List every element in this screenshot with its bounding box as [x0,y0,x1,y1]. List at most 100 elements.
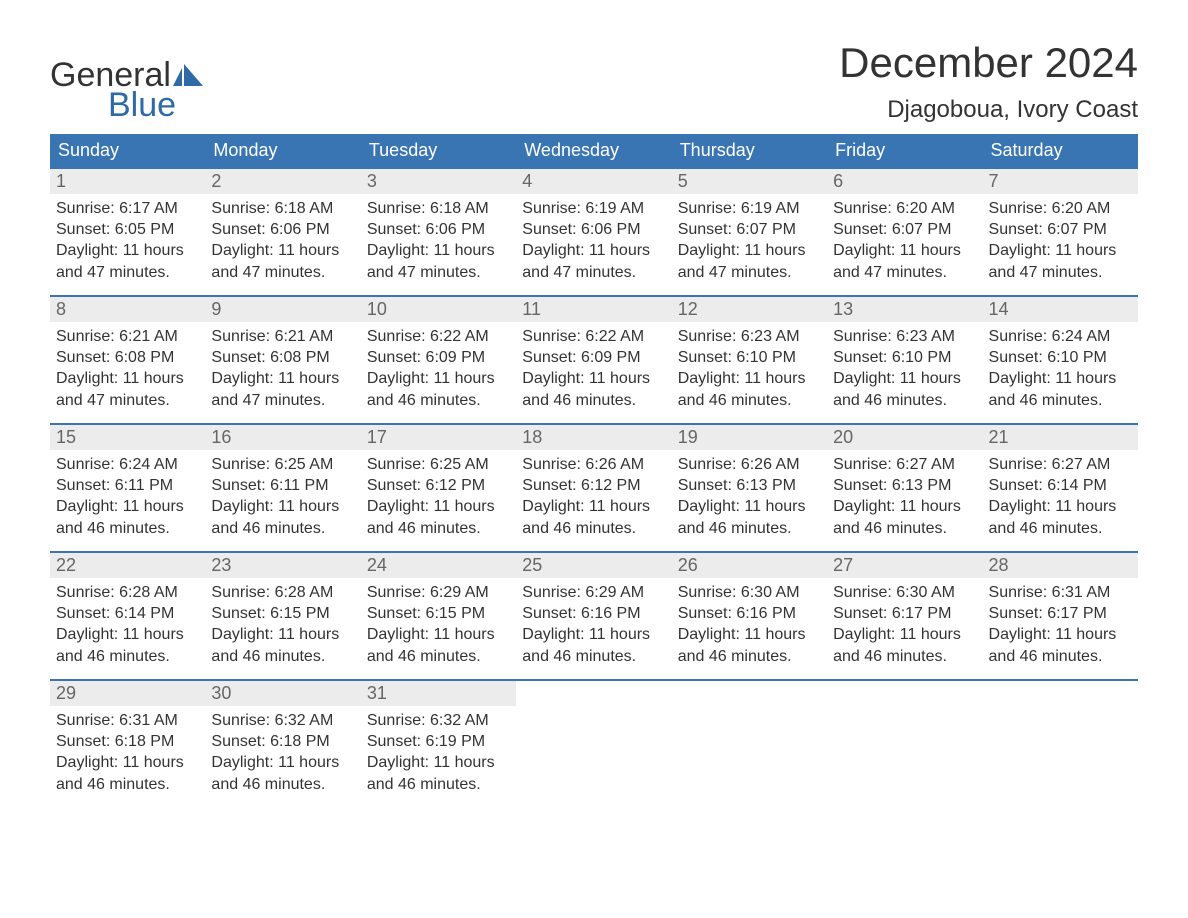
daylight-line: Daylight: 11 hours and 46 minutes. [56,496,199,538]
day-body: Sunrise: 6:29 AMSunset: 6:16 PMDaylight:… [516,578,671,670]
day-cell: 8Sunrise: 6:21 AMSunset: 6:08 PMDaylight… [50,296,205,424]
day-number: 12 [672,297,827,322]
day-number: 15 [50,425,205,450]
sunset-line: Sunset: 6:08 PM [211,347,354,368]
day-header-row: Sunday Monday Tuesday Wednesday Thursday… [50,134,1138,168]
daylight-line: Daylight: 11 hours and 47 minutes. [367,240,510,282]
day-number: 16 [205,425,360,450]
sunset-line: Sunset: 6:06 PM [367,219,510,240]
day-number: 5 [672,169,827,194]
daylight-line: Daylight: 11 hours and 47 minutes. [989,240,1132,282]
day-number: 30 [205,681,360,706]
day-number: 29 [50,681,205,706]
sunrise-line: Sunrise: 6:31 AM [989,582,1132,603]
sunrise-line: Sunrise: 6:28 AM [211,582,354,603]
day-body: Sunrise: 6:29 AMSunset: 6:15 PMDaylight:… [361,578,516,670]
day-cell: 23Sunrise: 6:28 AMSunset: 6:15 PMDayligh… [205,552,360,680]
day-header: Sunday [50,134,205,168]
day-cell: 11 Sunrise: 6:22 AMSunset: 6:09 PMDayligh… [516,296,671,424]
daylight-line: Daylight: 11 hours and 46 minutes. [367,496,510,538]
daylight-line: Daylight: 11 hours and 46 minutes. [989,624,1132,666]
day-cell: 28Sunrise: 6:31 AMSunset: 6:17 PMDayligh… [983,552,1138,680]
daylight-line: Daylight: 11 hours and 46 minutes. [833,624,976,666]
day-cell: 27Sunrise: 6:30 AMSunset: 6:17 PMDayligh… [827,552,982,680]
sunset-line: Sunset: 6:13 PM [678,475,821,496]
daylight-line: Daylight: 11 hours and 46 minutes. [211,624,354,666]
sunrise-line: Sunrise: 6:32 AM [211,710,354,731]
daylight-line: Daylight: 11 hours and 46 minutes. [367,752,510,794]
day-number: 11 [516,297,671,322]
sunset-line: Sunset: 6:12 PM [367,475,510,496]
sunset-line: Sunset: 6:11 PM [211,475,354,496]
day-cell [516,680,671,808]
day-number: 27 [827,553,982,578]
day-cell: 22Sunrise: 6:28 AMSunset: 6:14 PMDayligh… [50,552,205,680]
week-row: 22Sunrise: 6:28 AMSunset: 6:14 PMDayligh… [50,552,1138,680]
day-body: Sunrise: 6:22 AMSunset: 6:09 PMDaylight:… [361,322,516,414]
day-body: Sunrise: 6:18 AMSunset: 6:06 PMDaylight:… [361,194,516,286]
sunset-line: Sunset: 6:15 PM [367,603,510,624]
day-body: Sunrise: 6:31 AMSunset: 6:17 PMDaylight:… [983,578,1138,670]
day-number: 19 [672,425,827,450]
day-cell: 3Sunrise: 6:18 AMSunset: 6:06 PMDaylight… [361,168,516,296]
daylight-line: Daylight: 11 hours and 46 minutes. [678,368,821,410]
day-body: Sunrise: 6:23 AMSunset: 6:10 PMDaylight:… [672,322,827,414]
day-body: Sunrise: 6:18 AMSunset: 6:06 PMDaylight:… [205,194,360,286]
sunset-line: Sunset: 6:09 PM [522,347,665,368]
sunset-line: Sunset: 6:07 PM [833,219,976,240]
daylight-line: Daylight: 11 hours and 46 minutes. [678,496,821,538]
day-number: 18 [516,425,671,450]
sunrise-line: Sunrise: 6:21 AM [211,326,354,347]
day-body: Sunrise: 6:32 AMSunset: 6:19 PMDaylight:… [361,706,516,798]
daylight-line: Daylight: 11 hours and 46 minutes. [678,624,821,666]
calendar-table: Sunday Monday Tuesday Wednesday Thursday… [50,134,1138,808]
month-title: December 2024 [839,40,1138,86]
sunset-line: Sunset: 6:14 PM [989,475,1132,496]
sunset-line: Sunset: 6:18 PM [211,731,354,752]
sunrise-line: Sunrise: 6:22 AM [522,326,665,347]
sunset-line: Sunset: 6:13 PM [833,475,976,496]
daylight-line: Daylight: 11 hours and 46 minutes. [989,368,1132,410]
day-number: 17 [361,425,516,450]
day-number: 13 [827,297,982,322]
daylight-line: Daylight: 11 hours and 46 minutes. [56,624,199,666]
day-number: 6 [827,169,982,194]
day-cell: 2Sunrise: 6:18 AMSunset: 6:06 PMDaylight… [205,168,360,296]
daylight-line: Daylight: 11 hours and 47 minutes. [211,368,354,410]
daylight-line: Daylight: 11 hours and 46 minutes. [56,752,199,794]
sunset-line: Sunset: 6:11 PM [56,475,199,496]
sunset-line: Sunset: 6:06 PM [211,219,354,240]
day-number: 22 [50,553,205,578]
sunset-line: Sunset: 6:16 PM [678,603,821,624]
day-header: Monday [205,134,360,168]
day-number: 14 [983,297,1138,322]
day-cell: 15Sunrise: 6:24 AMSunset: 6:11 PMDayligh… [50,424,205,552]
daylight-line: Daylight: 11 hours and 46 minutes. [522,496,665,538]
daylight-line: Daylight: 11 hours and 46 minutes. [522,368,665,410]
daylight-line: Daylight: 11 hours and 46 minutes. [833,496,976,538]
day-cell: 19Sunrise: 6:26 AMSunset: 6:13 PMDayligh… [672,424,827,552]
day-number: 20 [827,425,982,450]
sunrise-line: Sunrise: 6:18 AM [211,198,354,219]
logo-word-blue: Blue [50,88,203,122]
day-body: Sunrise: 6:30 AMSunset: 6:17 PMDaylight:… [827,578,982,670]
day-body: Sunrise: 6:17 AMSunset: 6:05 PMDaylight:… [50,194,205,286]
day-header: Tuesday [361,134,516,168]
daylight-line: Daylight: 11 hours and 46 minutes. [211,496,354,538]
day-number: 4 [516,169,671,194]
sunrise-line: Sunrise: 6:22 AM [367,326,510,347]
day-cell: 12Sunrise: 6:23 AMSunset: 6:10 PMDayligh… [672,296,827,424]
day-header: Wednesday [516,134,671,168]
sunrise-line: Sunrise: 6:31 AM [56,710,199,731]
flag-icon [173,58,203,92]
day-cell: 6Sunrise: 6:20 AMSunset: 6:07 PMDaylight… [827,168,982,296]
sunrise-line: Sunrise: 6:30 AM [678,582,821,603]
day-number: 2 [205,169,360,194]
sunrise-line: Sunrise: 6:23 AM [678,326,821,347]
day-number: 9 [205,297,360,322]
day-header: Friday [827,134,982,168]
day-header: Thursday [672,134,827,168]
day-body: Sunrise: 6:27 AMSunset: 6:13 PMDaylight:… [827,450,982,542]
sunrise-line: Sunrise: 6:27 AM [833,454,976,475]
day-body: Sunrise: 6:24 AMSunset: 6:11 PMDaylight:… [50,450,205,542]
